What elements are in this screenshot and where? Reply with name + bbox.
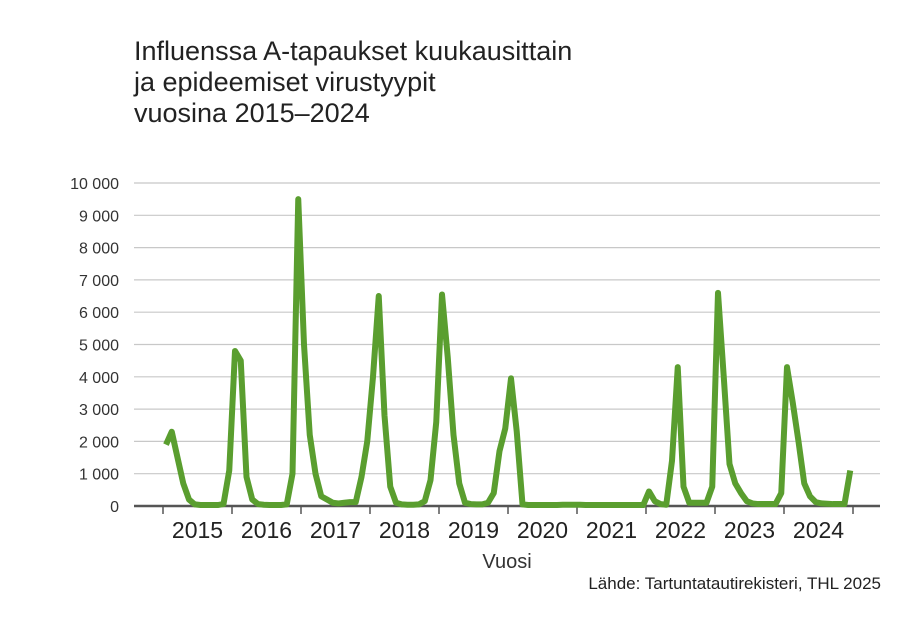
y-tick-label: 6 000: [79, 305, 119, 322]
y-tick-label: 8 000: [79, 241, 119, 258]
y-tick-label: 5 000: [79, 338, 119, 355]
y-axis-ticks: 0 1 000 2 000 3 000 4 000 5 000 6 000 7 000 8 00…: [70, 176, 119, 516]
gridlines: [134, 182, 880, 475]
y-tick-label: 2 000: [79, 434, 119, 451]
x-tick-label: 2019: [448, 517, 499, 543]
y-tick-label: 1 000: [79, 467, 119, 484]
y-tick-label: 7 000: [79, 273, 119, 290]
y-tick-label: 3 000: [79, 402, 119, 419]
x-tick-label: 2024: [793, 517, 844, 543]
x-axis-ticks: 2015 2016 2017 2018 2019 2020 2021 2022 2023 2024: [162, 506, 854, 543]
x-tick-label: 2021: [586, 517, 637, 543]
x-tick-label: 2016: [241, 517, 292, 543]
y-tick-label: 0: [110, 499, 119, 516]
chart-title-line: Influenssa A-tapaukset kuukausittain: [134, 36, 573, 66]
x-tick-label: 2023: [724, 517, 775, 543]
chart-title: Influenssa A-tapaukset kuukausittain ja …: [134, 36, 572, 129]
x-tick-label: 2018: [379, 517, 430, 543]
x-tick-label: 2017: [310, 517, 361, 543]
y-tick-label: 9 000: [79, 208, 119, 225]
chart-title-line: vuosina 2015–2024: [134, 98, 370, 128]
chart-title-line: ja epideemiset virustyypit: [134, 67, 436, 97]
y-tick-label: 10 000: [70, 176, 119, 193]
x-tick-label: 2015: [172, 517, 223, 543]
x-axis-label: Vuosi: [482, 551, 531, 573]
y-tick-label: 4 000: [79, 370, 119, 387]
series-line: [163, 196, 854, 509]
source-note: Lähde: Tartuntatautirekisteri, THL 2025: [588, 574, 881, 593]
x-tick-label: 2020: [517, 517, 568, 543]
x-tick-label: 2022: [655, 517, 706, 543]
series-layer: [163, 196, 854, 509]
